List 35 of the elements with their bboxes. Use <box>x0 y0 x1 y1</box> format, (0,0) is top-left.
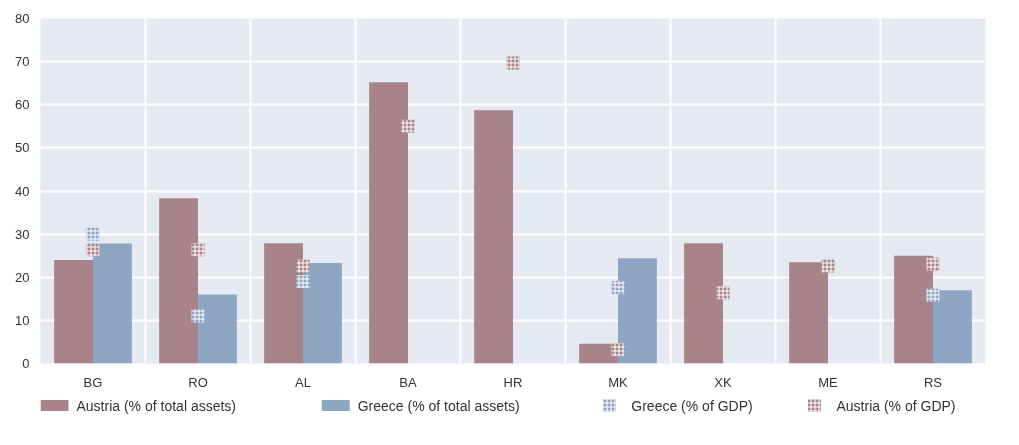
x-tick-label: ME <box>818 374 839 390</box>
bar <box>54 260 93 364</box>
bar <box>474 110 513 364</box>
bar <box>369 82 408 364</box>
legend-label: Greece (% of GDP) <box>631 397 753 414</box>
y-tick-label: 50 <box>15 140 30 156</box>
legend-label: Austria (% of total assets) <box>76 397 237 414</box>
bar <box>303 263 342 364</box>
bar <box>264 243 303 364</box>
y-tick-label: 30 <box>15 226 30 242</box>
x-tick-label: MK <box>608 374 629 390</box>
bar <box>159 198 198 364</box>
legend-label: Austria (% of GDP) <box>836 397 956 414</box>
y-tick-label: 20 <box>15 269 30 285</box>
y-tick-label: 40 <box>15 183 30 199</box>
x-tick-label: AL <box>295 374 311 390</box>
y-tick-label: 0 <box>22 356 30 371</box>
bar <box>933 290 972 364</box>
bar <box>684 243 723 364</box>
x-tick-label: RO <box>188 374 208 390</box>
y-tick-label: 70 <box>15 54 30 70</box>
x-tick-label: RS <box>923 374 943 390</box>
legend-label: Greece (% of total assets) <box>357 397 520 414</box>
x-tick-label: XK <box>714 374 732 390</box>
bar <box>789 262 828 364</box>
bar <box>198 294 237 364</box>
bar <box>894 255 933 364</box>
y-tick-label: 80 <box>15 11 30 26</box>
y-tick-label: 60 <box>15 97 30 113</box>
x-tick-label: BA <box>399 374 417 390</box>
x-tick-label: HR <box>503 374 523 390</box>
x-tick-label: BG <box>83 374 103 390</box>
bar <box>93 243 132 364</box>
bar <box>618 258 657 364</box>
y-tick-label: 10 <box>15 312 30 328</box>
